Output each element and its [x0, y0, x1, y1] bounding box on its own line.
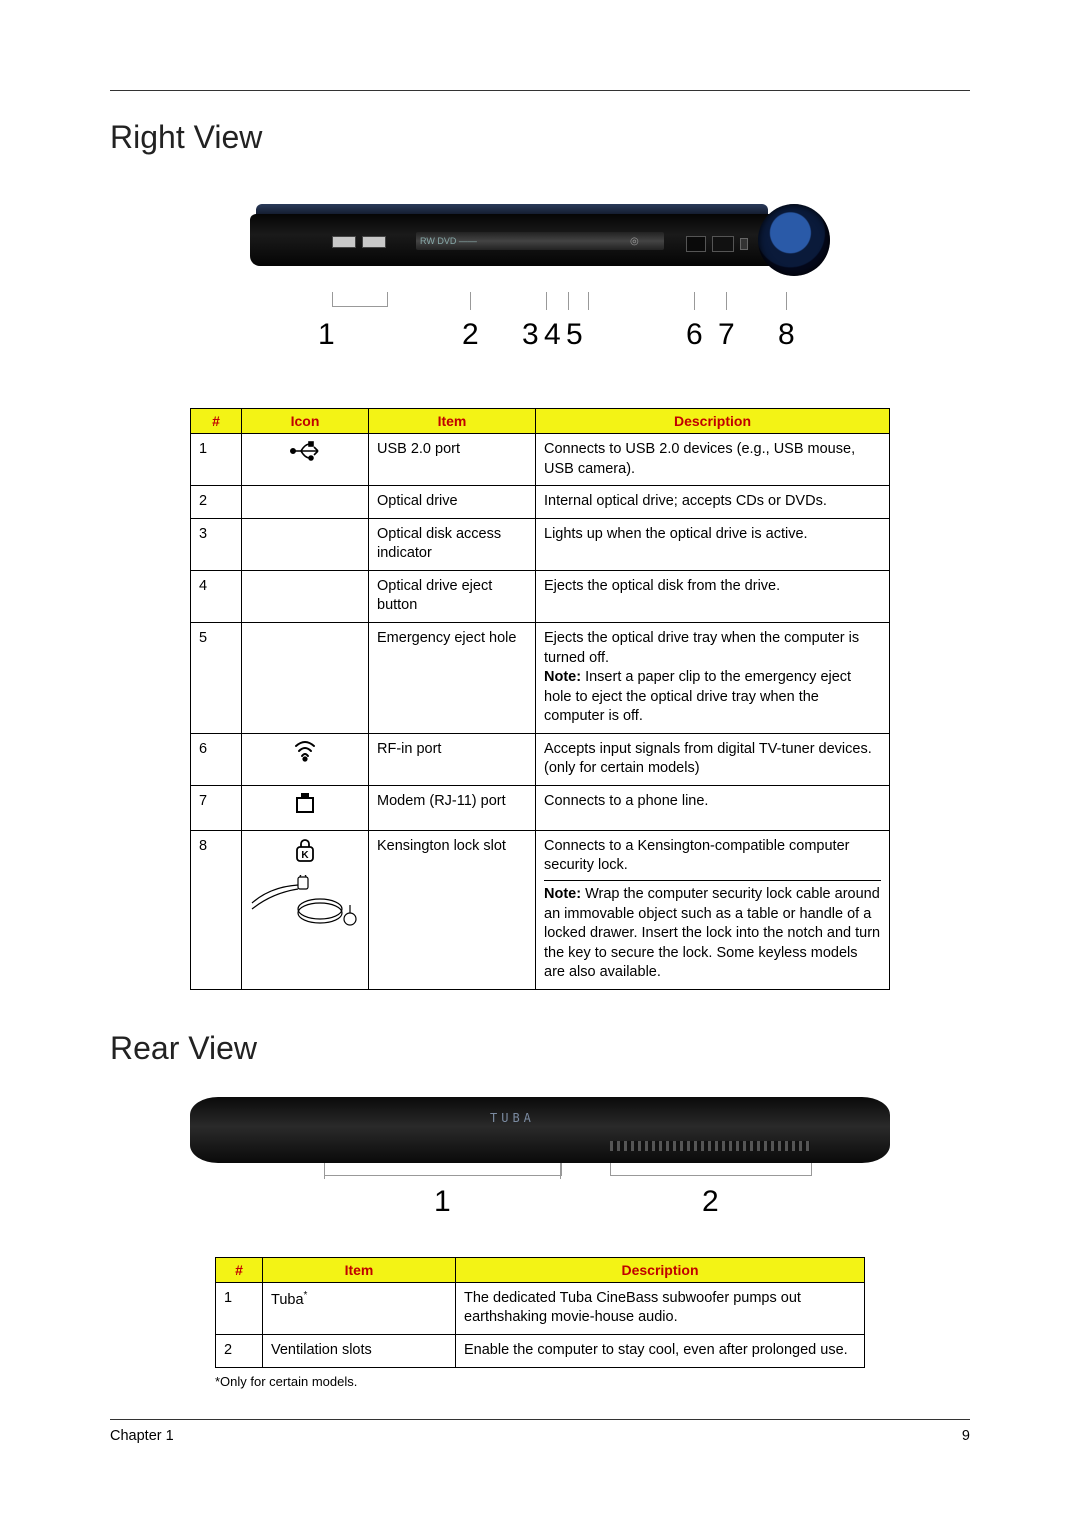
footer-right: 9 [962, 1428, 970, 1444]
right-view-table: # Icon Item Description 1 [190, 408, 890, 990]
right-view-figure: RW DVD —— ◎ 1 2 3 4 5 6 7 8 [250, 186, 830, 372]
note-text: Wrap the computer security lock cable ar… [544, 886, 880, 980]
table-row: 7 Modem (RJ-11) port Connects to a phone… [191, 785, 890, 830]
footer-left: Chapter 1 [110, 1428, 174, 1444]
section-title-right: Right View [110, 119, 970, 156]
lock-chain-icon [250, 875, 360, 933]
rear-view-table: # Item Description 1 Tuba* The dedicated… [215, 1257, 865, 1368]
callout-8: 8 [778, 318, 795, 352]
col-num: # [216, 1257, 263, 1282]
modem-icon [242, 785, 369, 830]
col-icon: Icon [242, 409, 369, 434]
desc-line: Connects to a Kensington-compatible comp… [544, 838, 849, 874]
table-row: 6 RF-in port Accepts input signals from … [191, 733, 890, 785]
callout-4: 4 [544, 318, 561, 352]
table-row: 2 Ventilation slots Enable the computer … [216, 1334, 865, 1367]
table-row: 8 K [191, 830, 890, 989]
callout-5: 5 [566, 318, 583, 352]
section-title-rear: Rear View [110, 1030, 970, 1067]
desc-line: (only for certain models) [544, 760, 700, 776]
rear-view-callouts: 1 2 [190, 1163, 890, 1233]
col-item: Item [263, 1257, 456, 1282]
note-text: Insert a paper clip to the emergency eje… [544, 669, 851, 724]
col-num: # [191, 409, 242, 434]
rear-callout-1: 1 [434, 1185, 451, 1219]
callout-6: 6 [686, 318, 703, 352]
table-row: 1 USB 2.0 port Connects to USB 2.0 devic… [191, 434, 890, 486]
item-sup: * [304, 1290, 308, 1301]
table-row: 5 Emergency eject hole Ejects the optica… [191, 622, 890, 733]
table-row: 4 Optical drive eject button Ejects the … [191, 570, 890, 622]
col-desc: Description [456, 1257, 865, 1282]
laptop-right-illustration: RW DVD —— ◎ [250, 186, 830, 286]
rf-icon [242, 733, 369, 785]
note-label: Note: [544, 886, 581, 902]
footer: Chapter 1 9 [110, 1419, 970, 1444]
lock-icon: K [242, 830, 369, 989]
table-row: 3 Optical disk access indicator Lights u… [191, 518, 890, 570]
note-label: Note: [544, 669, 581, 685]
col-item: Item [369, 409, 536, 434]
callout-3: 3 [522, 318, 539, 352]
rear-callout-2: 2 [702, 1185, 719, 1219]
table-row: 2 Optical drive Internal optical drive; … [191, 486, 890, 519]
usb-icon [242, 434, 369, 486]
callout-7: 7 [718, 318, 735, 352]
right-view-callouts: 1 2 3 4 5 6 7 8 [250, 292, 830, 372]
col-desc: Description [536, 409, 890, 434]
item-label: Tuba [271, 1292, 304, 1308]
top-rule [110, 90, 970, 91]
desc-line: Accepts input signals from digital TV-tu… [544, 741, 872, 757]
rear-view-figure: TUBA 1 2 [190, 1097, 890, 1233]
footnote: *Only for certain models. [215, 1374, 865, 1389]
callout-1: 1 [318, 318, 335, 352]
desc-line: Ejects the optical drive tray when the c… [544, 630, 859, 666]
callout-2: 2 [462, 318, 479, 352]
inner-divider [544, 880, 881, 881]
table-row: 1 Tuba* The dedicated Tuba CineBass subw… [216, 1282, 865, 1334]
laptop-rear-illustration: TUBA [190, 1097, 890, 1163]
svg-text:K: K [301, 850, 309, 861]
